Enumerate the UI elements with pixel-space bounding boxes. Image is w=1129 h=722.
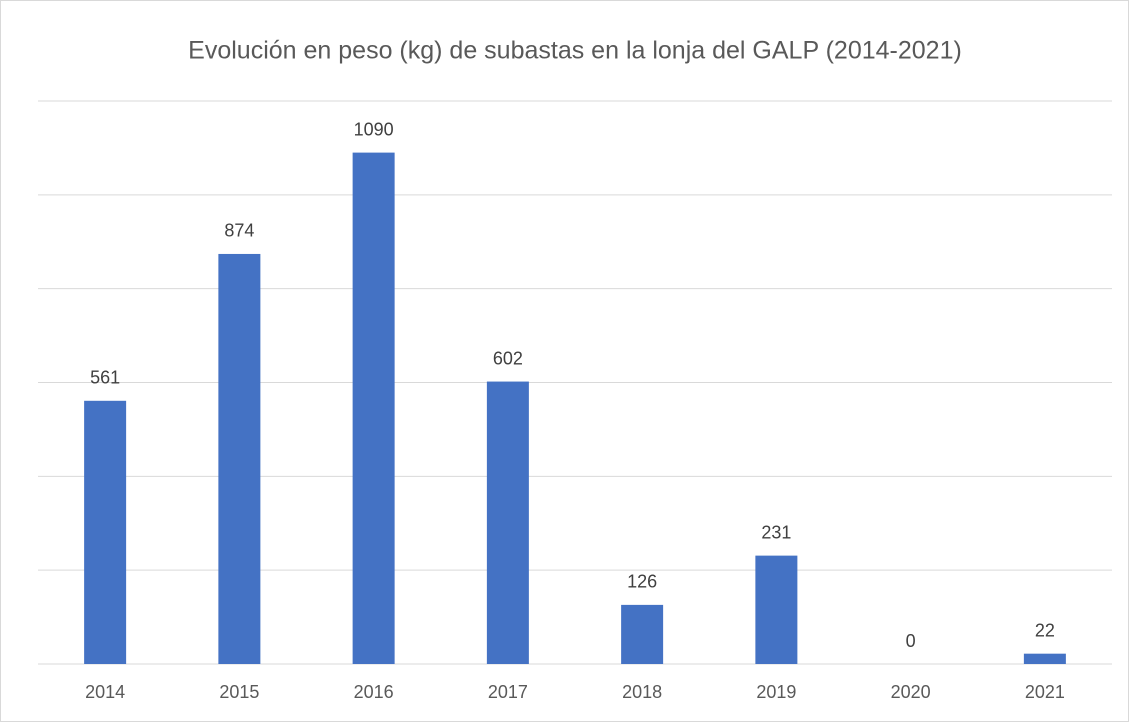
bar <box>486 381 529 664</box>
bar <box>755 555 798 664</box>
x-tick-label: 2016 <box>354 682 394 702</box>
bar <box>84 400 127 664</box>
bar <box>1023 653 1066 664</box>
data-label: 0 <box>906 631 916 651</box>
data-label: 231 <box>761 522 791 542</box>
x-tick-label: 2020 <box>891 682 931 702</box>
chart-title: Evolución en peso (kg) de subastas en la… <box>188 37 962 65</box>
data-label: 126 <box>627 572 657 592</box>
x-tick-label: 2019 <box>756 682 796 702</box>
bar <box>621 604 664 664</box>
data-label: 1090 <box>354 119 394 139</box>
x-tick-label: 2014 <box>85 682 125 702</box>
bar <box>218 253 261 664</box>
data-label: 874 <box>224 221 254 241</box>
x-tick-label: 2021 <box>1025 682 1065 702</box>
x-tick-label: 2018 <box>622 682 662 702</box>
data-label: 22 <box>1035 620 1055 640</box>
data-label: 602 <box>493 348 523 368</box>
data-label: 561 <box>90 368 120 388</box>
bar <box>352 152 395 664</box>
x-tick-label: 2017 <box>488 682 528 702</box>
x-tick-label: 2015 <box>219 682 259 702</box>
